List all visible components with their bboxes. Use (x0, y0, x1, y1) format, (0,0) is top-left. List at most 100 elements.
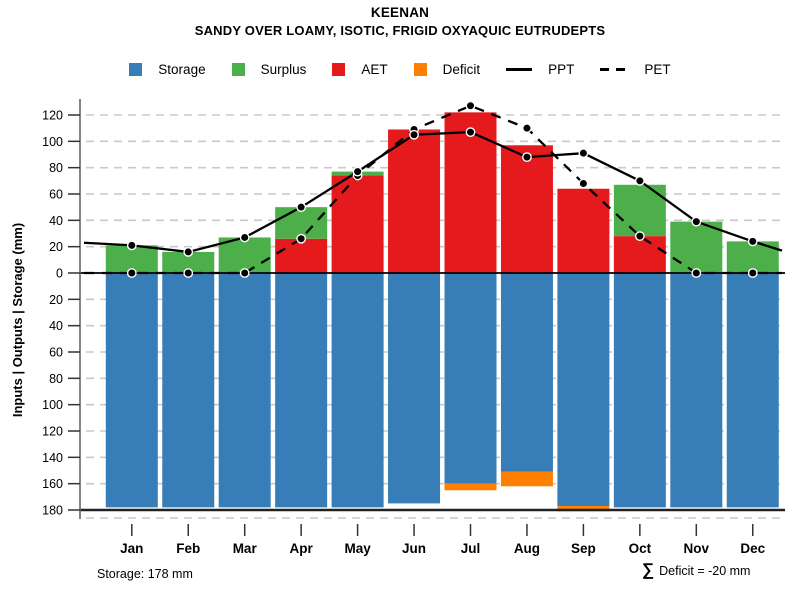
y-tick-label: 160 (42, 477, 63, 491)
page-title: KEENAN (370, 5, 430, 20)
legend-label-storage: Storage (158, 62, 206, 77)
month-label-may: May (344, 541, 371, 556)
surplus-swatch-icon (231, 63, 245, 76)
ppt-point-dec (747, 236, 758, 247)
y-tick-label: 20 (49, 240, 63, 254)
pet-point-sep (578, 178, 589, 189)
y-tick-label: 80 (49, 372, 63, 386)
aet-bar-may (331, 175, 384, 273)
storage-bar-dec (726, 273, 779, 508)
legend-label-deficit: Deficit (442, 62, 481, 77)
ppt-point-aug (522, 152, 532, 163)
aet-bar-apr (275, 238, 328, 273)
deficit-bar-aug (500, 471, 553, 487)
legend-label-surplus: Surplus (260, 62, 307, 77)
chart-titles: KEENAN SANDY OVER LOAMY, ISOTIC, FRIGID … (0, 5, 800, 38)
pet-point-nov (691, 268, 702, 278)
ppt-point-oct (634, 175, 645, 186)
pet-point-mar (239, 268, 250, 278)
dashed-line-icon (600, 68, 629, 71)
aet-bar-jun (388, 129, 441, 273)
storage-bar-may (331, 273, 384, 508)
ppt-point-nov (691, 216, 702, 227)
y-tick-label: 120 (42, 425, 63, 439)
legend-label-pet: PET (644, 62, 671, 77)
month-label-jun: Jun (402, 541, 426, 556)
pet-point-jul (465, 100, 476, 111)
deficit-bar-sep (557, 506, 610, 512)
legend-item-ppt: PPT (506, 62, 574, 77)
storage-bar-aug (500, 273, 553, 472)
month-label-feb: Feb (176, 541, 200, 556)
y-tick-label: 80 (49, 161, 63, 175)
ppt-point-apr (296, 202, 307, 213)
aet-bar-sep (557, 188, 610, 273)
y-tick-label: 100 (42, 135, 63, 149)
storage-bar-oct (613, 273, 666, 508)
storage-bar-jul (444, 273, 497, 484)
storage-bar-apr (275, 273, 328, 508)
y-tick-label: 120 (42, 108, 63, 122)
legend-label-ppt: PPT (548, 62, 575, 77)
deficit-sum-text: Deficit = -20 mm (659, 564, 751, 578)
storage-bar-sep (557, 273, 610, 507)
y-tick-label: 60 (49, 346, 63, 360)
legend-item-deficit: Deficit (413, 62, 481, 77)
y-tick-label: 180 (42, 504, 63, 518)
y-tick-label: 20 (49, 293, 63, 307)
storage-bar-mar (218, 273, 271, 508)
legend-item-surplus: Surplus (231, 62, 307, 77)
month-label-jul: Jul (461, 541, 481, 556)
ppt-point-jun (409, 129, 419, 140)
y-axis-title: Inputs | Outputs | Storage (mm) (10, 223, 25, 417)
month-label-dec: Dec (740, 541, 765, 556)
deficit-bar-jul (444, 483, 497, 491)
surplus-bar-oct (613, 184, 666, 237)
legend-item-aet: AET (332, 62, 388, 77)
storage-bar-jun (388, 273, 441, 504)
storage-bar-feb (162, 273, 215, 508)
month-label-aug: Aug (514, 541, 540, 556)
ppt-line (83, 130, 783, 254)
storage-bar-nov (670, 273, 723, 508)
surplus-bar-apr (275, 207, 328, 239)
y-tick-label: 0 (56, 267, 63, 281)
pet-point-jan (126, 268, 137, 278)
ppt-point-sep (578, 148, 589, 159)
ppt-point-jul (465, 127, 476, 138)
pet-point-apr (296, 233, 307, 244)
sigma-icon: ∑ (642, 560, 655, 579)
storage-note: Storage: 178 mm (97, 567, 193, 581)
y-tick-label: 40 (49, 319, 63, 333)
aet-bar-oct (613, 236, 666, 273)
surplus-bar-mar (218, 237, 271, 273)
storage-swatch-icon (129, 63, 143, 76)
month-label-sep: Sep (571, 541, 596, 556)
y-tick-label: 60 (49, 187, 63, 201)
legend-item-pet: PET (600, 62, 671, 77)
aet-bar-aug (500, 145, 553, 273)
pet-line (84, 104, 782, 275)
storage-bar-jan (105, 273, 158, 508)
surplus-bar-feb (162, 251, 215, 273)
y-tick-label: 100 (42, 398, 63, 412)
month-label-apr: Apr (290, 541, 314, 556)
month-label-mar: Mar (233, 541, 258, 556)
legend-label-aet: AET (361, 62, 388, 77)
ppt-point-may (352, 166, 363, 177)
deficit-sum-note: ∑ Deficit = -20 mm (642, 560, 750, 580)
y-tick-label: 140 (42, 451, 63, 465)
month-label-jan: Jan (120, 541, 143, 556)
legend-item-storage: Storage (129, 62, 206, 77)
y-tick-label: 40 (49, 214, 63, 228)
month-label-oct: Oct (629, 541, 652, 556)
pet-point-feb (183, 268, 194, 278)
pet-point-dec (747, 268, 758, 278)
ppt-point-jan (126, 240, 137, 251)
deficit-swatch-icon (413, 63, 427, 76)
pet-point-oct (634, 231, 645, 242)
pet-point-aug (522, 123, 532, 134)
page-subtitle: SANDY OVER LOAMY, ISOTIC, FRIGID OXYAQUI… (194, 23, 606, 38)
